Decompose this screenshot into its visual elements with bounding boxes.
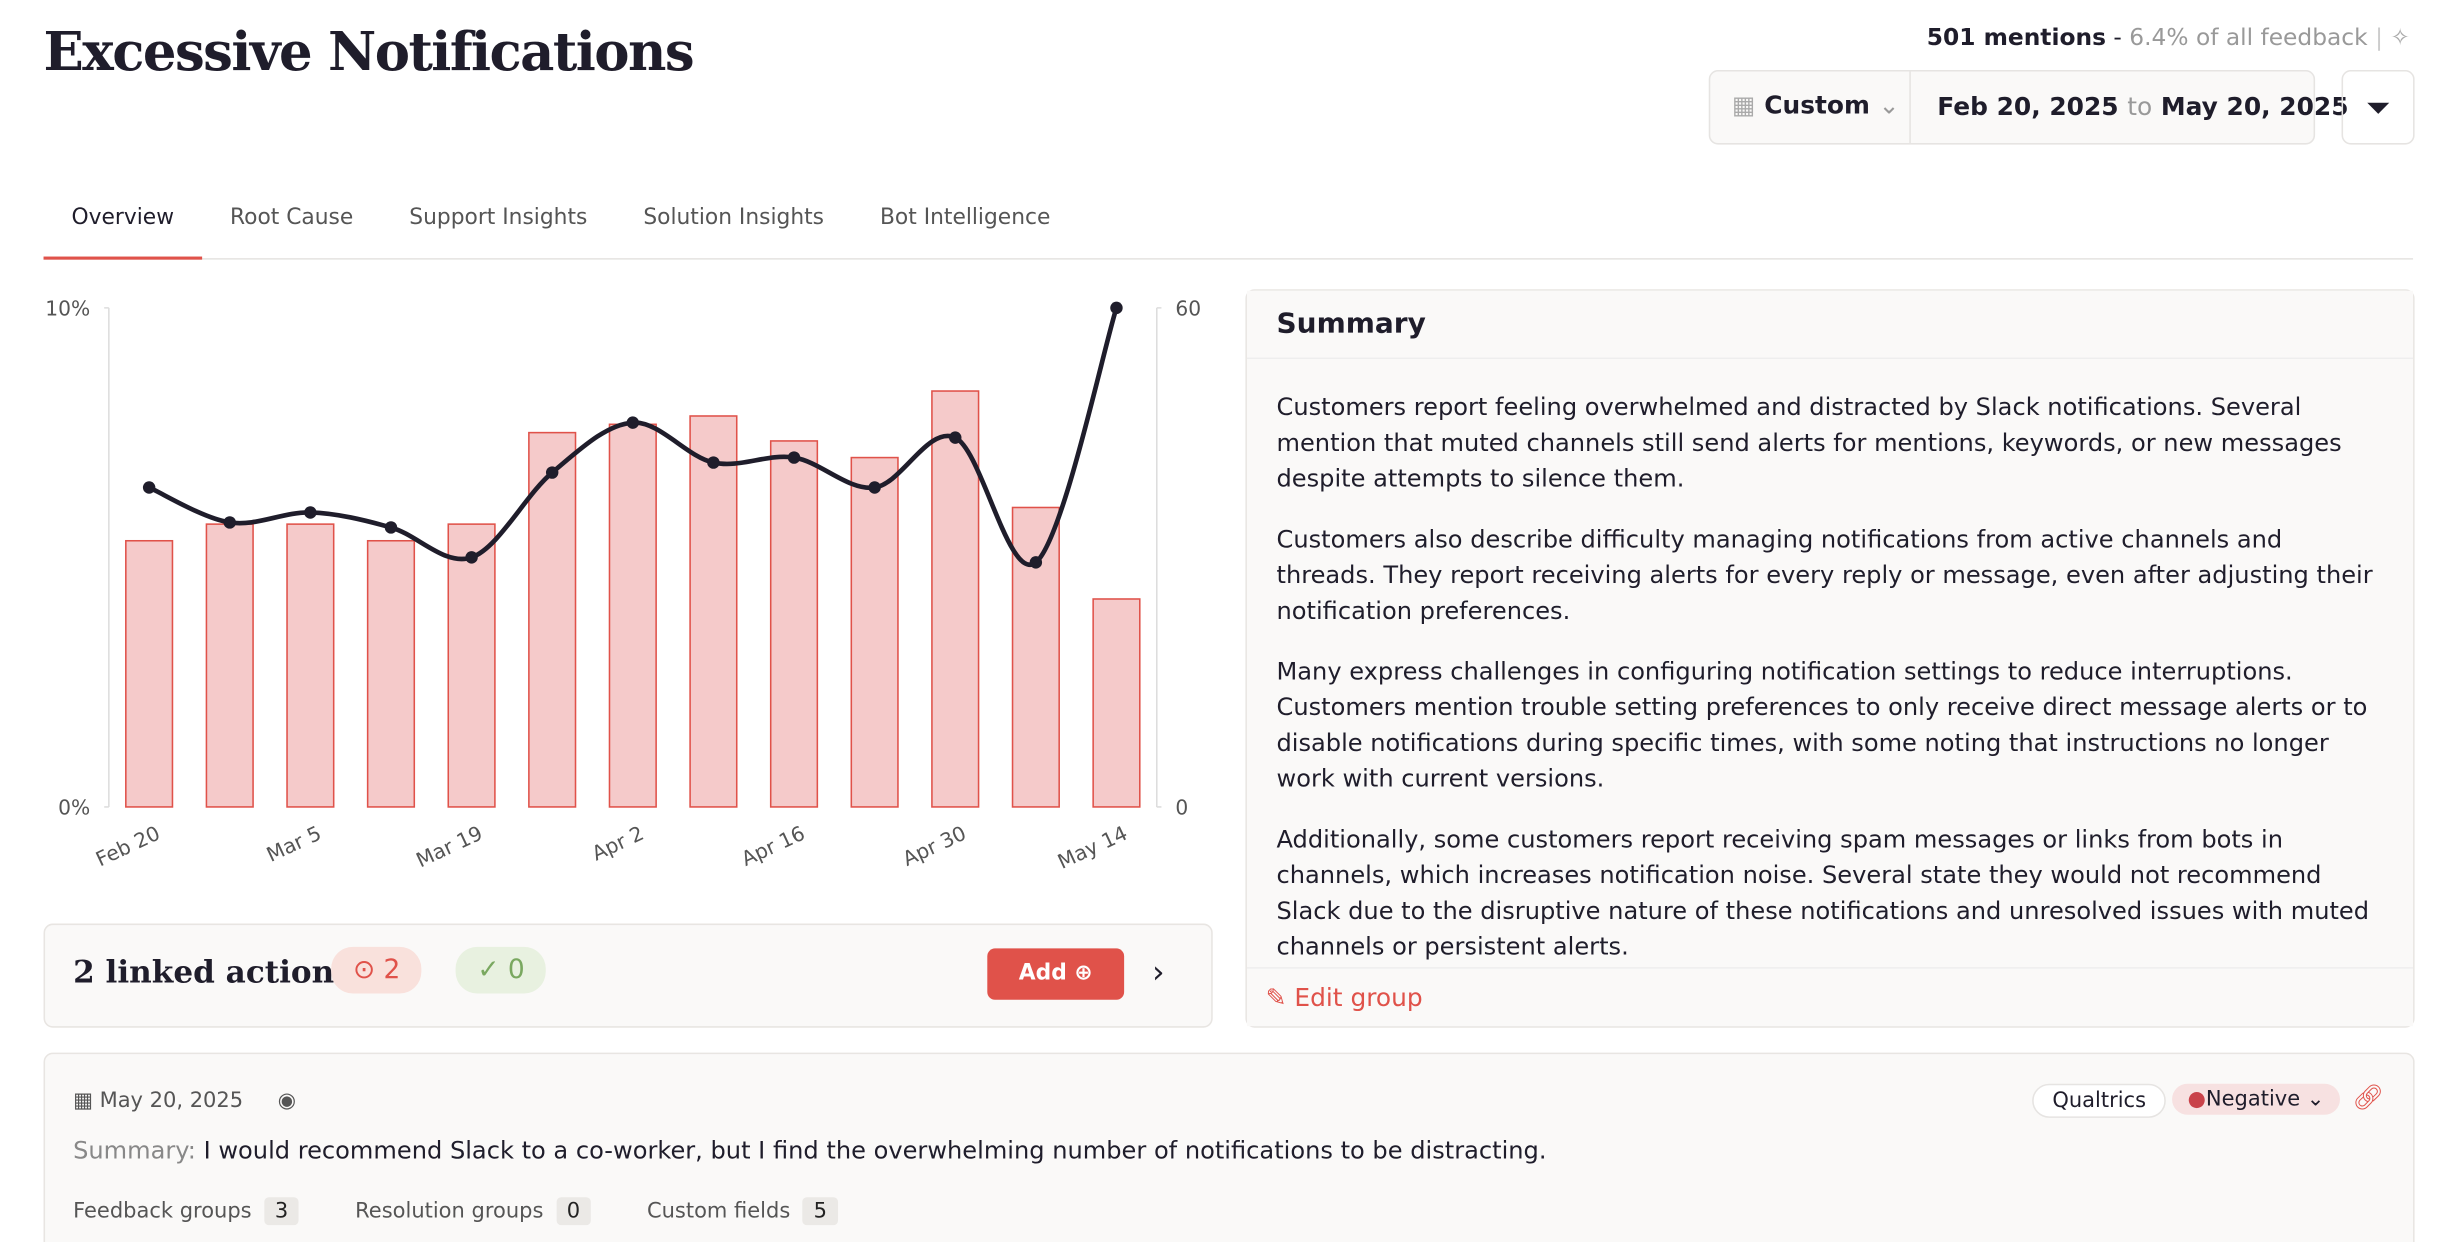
bar — [1011, 506, 1060, 808]
open-actions[interactable]: ⊙ 2 — [331, 946, 423, 994]
edit-group[interactable]: ✎ Edit group — [1246, 967, 2414, 1027]
bar — [1092, 598, 1141, 808]
line-point — [1110, 301, 1123, 315]
line-point — [949, 431, 962, 444]
tab[interactable]: Solution Insights — [643, 205, 825, 231]
count-label: Feedback groups — [73, 1198, 252, 1224]
edit-text: Edit group — [1294, 982, 1423, 1013]
line-point — [787, 451, 801, 464]
y-tick-label: 10% — [45, 297, 90, 321]
line-point — [545, 466, 559, 479]
range-mode-text: Custom — [1764, 90, 1870, 120]
mention-stats: 501 mentions - 6.4% of all feedback | ✧ — [1926, 23, 2410, 52]
date-from: Feb 20, 2025 — [1937, 91, 2119, 122]
summary-panel: Summary Customers report feeling overwhe… — [1245, 289, 2415, 1028]
y2-tick-label: 60 — [1175, 297, 1201, 321]
x-tick-label: Apr 2 — [588, 821, 647, 866]
bar — [205, 523, 254, 808]
bar — [125, 539, 174, 808]
line-point — [304, 506, 317, 519]
bar — [689, 415, 738, 808]
open-count: 2 — [383, 954, 401, 986]
count-badge: 0 — [555, 1197, 591, 1226]
linked-actions: 2 linked actions: ⊙ 2 ✓ 0 Add ⊕ › — [43, 923, 1213, 1028]
chart: 0% 10% 0 60 Feb 20 Mar 5 Mar 19 Apr 2 Apr 16 Apr … — [45, 297, 1201, 874]
count-badge: 5 — [802, 1197, 838, 1226]
feedback-date: ▦ May 20, 2025 ◉ — [73, 1088, 297, 1114]
bar — [850, 456, 899, 808]
bar — [447, 523, 496, 808]
range-mode[interactable]: ▦ Custom ⌄ — [1732, 90, 1900, 120]
count-item: Custom fields 5 — [646, 1197, 838, 1226]
count-label: Custom fields — [646, 1198, 791, 1224]
count-item: Resolution groups 0 — [355, 1197, 591, 1226]
line-point — [868, 481, 881, 494]
tabs: Overview Root Cause Support Insights Soluti… — [43, 190, 2414, 260]
line-point — [1029, 556, 1043, 569]
share: 6.4% of all feedback — [2129, 23, 2368, 52]
sep: - — [2113, 23, 2122, 52]
to-word: to — [2127, 91, 2153, 122]
feedback-summary: Summary: I would recommend Slack to a co… — [73, 1137, 1546, 1165]
x-tick-label: Mar 19 — [412, 821, 486, 872]
bar — [528, 431, 577, 808]
bar — [608, 423, 657, 808]
line — [148, 307, 1119, 568]
x-tick-label: May 14 — [1054, 821, 1131, 874]
page-title: Excessive Notifications — [43, 21, 695, 84]
mentions: 501 mentions — [1926, 23, 2106, 52]
line-point — [465, 551, 478, 564]
tab[interactable]: Root Cause — [229, 205, 354, 231]
actions-label: 2 linked actions: — [73, 953, 364, 991]
count-badge: 3 — [264, 1197, 300, 1226]
bar — [366, 539, 416, 808]
summary-paragraph: Customers report feeling overwhelmed and… — [1276, 393, 2342, 493]
x-tick-label: Apr 16 — [738, 821, 809, 871]
summary-title: Summary — [1246, 290, 2414, 360]
line-point — [223, 516, 236, 529]
feedback-counts: Feedback groups 3 Resolution groups 0 Custom… — [73, 1197, 894, 1226]
y2-tick-label: 0 — [1175, 796, 1188, 820]
add-button[interactable]: Add ⊕ — [987, 948, 1125, 1000]
summary-label: Summary: — [73, 1136, 196, 1165]
summary-paragraph: Many express challenges in configuring n… — [1276, 657, 2368, 793]
x-tick-label: Feb 20 — [92, 821, 164, 871]
bar — [769, 440, 819, 808]
date-picker[interactable]: ▦ Custom ⌄ Feb 20, 2025 to May 20, 2025 — [1708, 69, 2349, 145]
tab[interactable]: Bot Intelligence — [879, 205, 1051, 231]
done-count: 0 — [507, 954, 525, 986]
date-text: May 20, 2025 — [99, 1088, 244, 1114]
summary-body: Customers report feeling overwhelmed and… — [1246, 359, 2414, 968]
summary-paragraph: Customers also describe difficulty manag… — [1276, 525, 2373, 626]
line-point — [142, 481, 156, 494]
date-to: May 20, 2025 — [2160, 91, 2349, 122]
summary-text: I would recommend Slack to a co-worker, … — [203, 1136, 1547, 1165]
feedback-card: ▦ May 20, 2025 ◉ Qualtrics ●Negative ⌄ 🔗… — [43, 1052, 2415, 1242]
link-icon[interactable]: 🔗︎ — [2352, 1082, 2384, 1112]
summary-paragraph: Additionally, some customers report rece… — [1276, 825, 2370, 961]
line-point — [384, 521, 398, 534]
count-label: Resolution groups — [355, 1198, 544, 1224]
bar — [286, 523, 335, 808]
expand-arrow[interactable]: › — [1152, 953, 1165, 991]
sentiment-tag[interactable]: ●Negative ⌄ — [2172, 1083, 2340, 1115]
tab[interactable]: Support Insights — [409, 205, 588, 231]
x-tick-label: Mar 5 — [263, 821, 325, 867]
count-item: Feedback groups 3 — [73, 1197, 300, 1226]
sentiment-text: Negative — [2205, 1086, 2301, 1112]
source-tag: Qualtrics — [2032, 1083, 2167, 1118]
line-point — [707, 456, 720, 469]
y-tick-label: 0% — [58, 796, 90, 820]
add-text: Add — [1018, 960, 1067, 986]
filter-button[interactable]: ⏷ — [2341, 69, 2415, 145]
line-point — [626, 416, 640, 429]
tab[interactable]: Overview — [43, 190, 203, 260]
done-actions[interactable]: ✓ 0 — [455, 946, 547, 994]
x-tick-label: Apr 30 — [899, 821, 970, 871]
